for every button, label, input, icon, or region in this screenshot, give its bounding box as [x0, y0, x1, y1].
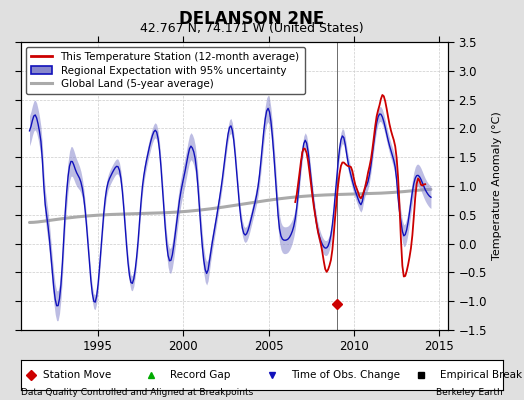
Legend: This Temperature Station (12-month average), Regional Expectation with 95% uncer: This Temperature Station (12-month avera… [26, 47, 305, 94]
Text: Data Quality Controlled and Aligned at Breakpoints: Data Quality Controlled and Aligned at B… [21, 388, 253, 397]
Text: Empirical Break: Empirical Break [440, 370, 522, 380]
Text: 42.767 N, 74.171 W (United States): 42.767 N, 74.171 W (United States) [140, 22, 363, 35]
Text: Station Move: Station Move [42, 370, 111, 380]
Text: Record Gap: Record Gap [170, 370, 231, 380]
Text: Berkeley Earth: Berkeley Earth [436, 388, 503, 397]
Y-axis label: Temperature Anomaly (°C): Temperature Anomaly (°C) [493, 112, 503, 260]
Text: Time of Obs. Change: Time of Obs. Change [291, 370, 400, 380]
Text: DELANSON 2NE: DELANSON 2NE [179, 10, 324, 28]
